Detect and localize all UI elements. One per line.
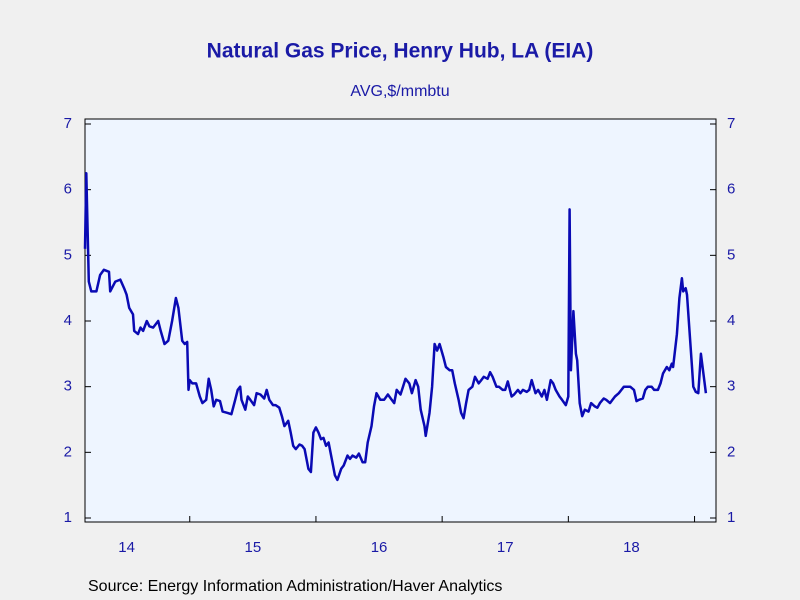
x-tick-label: 14 — [118, 539, 135, 556]
y2-tick-label: 2 — [727, 443, 735, 460]
y-tick-label: 4 — [64, 312, 72, 329]
price-line — [83, 172, 708, 482]
y-tick-label: 1 — [64, 509, 72, 526]
y2-tick-label: 3 — [727, 378, 735, 395]
x-tick-label: 16 — [371, 539, 388, 556]
x-tick-label: 15 — [245, 539, 262, 556]
y-tick-label: 5 — [64, 246, 72, 263]
chart-title: Natural Gas Price, Henry Hub, LA (EIA) — [207, 40, 594, 63]
chart-subtitle: AVG,$/mmbtu — [350, 83, 449, 100]
x-tick-label: 18 — [623, 539, 640, 556]
x-tick-label: 17 — [497, 539, 514, 556]
y-tick-label: 2 — [64, 443, 72, 460]
y2-tick-label: 5 — [727, 246, 735, 263]
y-tick-label: 6 — [64, 181, 72, 198]
y-tick-label: 7 — [64, 115, 72, 132]
y2-tick-label: 6 — [727, 181, 735, 198]
y2-tick-label: 7 — [727, 115, 735, 132]
plot-area — [84, 118, 717, 523]
source: Source: Energy Information Administratio… — [88, 578, 502, 595]
y2-tick-label: 1 — [727, 509, 735, 526]
y-tick-label: 3 — [64, 378, 72, 395]
y2-tick-label: 4 — [727, 312, 735, 329]
